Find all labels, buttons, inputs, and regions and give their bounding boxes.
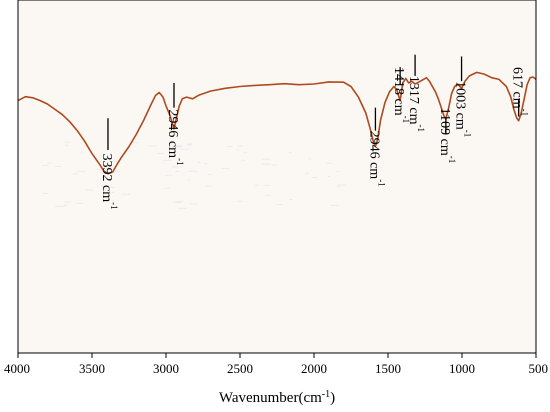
speckle [238, 200, 242, 202]
x-axis-ticks: 4000 3500 3000 2500 2000 1500 1000 500 [4, 353, 548, 376]
plot-frame [17, 0, 537, 354]
x-tick-label: 2500 [227, 361, 253, 376]
speckle [265, 194, 272, 196]
speckle [111, 192, 115, 193]
peak-label: 1317 cm-1 [406, 76, 425, 132]
speckle [81, 151, 83, 153]
speckle [110, 187, 114, 188]
speckle [261, 158, 271, 160]
speckle [173, 201, 181, 203]
speckle [63, 204, 68, 206]
speckle [243, 151, 247, 153]
x-tick-label: 3500 [79, 361, 105, 376]
speckle [172, 146, 183, 148]
x-tick-label: 1500 [375, 361, 401, 376]
speckle [308, 158, 312, 160]
speckle [206, 185, 212, 187]
speckle [76, 171, 86, 173]
x-tick-label: 2000 [301, 361, 327, 376]
x-axis-title: Wavenumber(cm-1) [219, 389, 335, 407]
speckle [72, 173, 78, 175]
speckle [188, 170, 198, 172]
background-speckle [42, 141, 346, 209]
speckle [163, 187, 171, 189]
speckle [241, 159, 245, 161]
speckle [264, 184, 271, 186]
speckle [188, 143, 193, 145]
speckle [235, 149, 240, 151]
x-tick-label: 3000 [153, 361, 179, 376]
peak-label: 1003 cm-1 [453, 81, 472, 137]
speckle [86, 189, 94, 191]
speckle [220, 168, 229, 170]
speckle [255, 184, 260, 186]
speckle [47, 162, 53, 164]
speckle [109, 160, 118, 162]
x-tick-label: 4000 [4, 361, 30, 376]
speckle [175, 146, 178, 148]
peak-label: 2946 cm-1 [367, 131, 386, 187]
speckle [326, 162, 333, 164]
peak-label: 2946 cm-1 [165, 109, 184, 165]
speckle [186, 144, 192, 146]
speckle [289, 151, 292, 153]
speckle [198, 162, 201, 163]
speckle [330, 204, 340, 206]
speckle [121, 193, 130, 195]
speckle [63, 201, 71, 203]
speckle [289, 199, 293, 200]
speckle [261, 163, 272, 165]
speckle [337, 184, 346, 186]
spectrum-line [17, 71, 537, 175]
x-tick-label: 500 [529, 361, 549, 376]
speckle [337, 186, 341, 188]
speckle [96, 169, 104, 171]
speckle [55, 205, 65, 207]
speckle [64, 141, 71, 143]
speckle [147, 145, 157, 147]
speckle [42, 192, 49, 194]
speckle [76, 202, 84, 204]
speckle [131, 142, 138, 144]
speckle [113, 171, 120, 172]
speckle [42, 165, 49, 167]
speckle [276, 204, 283, 205]
speckle [64, 144, 69, 146]
speckle [335, 171, 340, 173]
speckle [187, 179, 190, 181]
speckle [176, 201, 184, 203]
peak-annotations: 3392 cm-1 2946 cm-1 2946 cm-1 1418 cm-11317… [99, 54, 529, 210]
speckle [177, 207, 187, 209]
peak-label: 1109 cm-1 [437, 108, 456, 164]
speckle [227, 146, 233, 147]
plot-background [18, 0, 536, 353]
peak-label: 3392 cm-1 [99, 154, 118, 210]
speckle [156, 152, 164, 154]
speckle [208, 174, 212, 176]
speckle [327, 176, 331, 177]
speckle [311, 177, 318, 178]
speckle [163, 159, 172, 161]
speckle [175, 170, 180, 172]
speckle [164, 174, 173, 176]
speckle [104, 167, 112, 169]
speckle [189, 203, 198, 205]
speckle [237, 145, 244, 147]
speckle [180, 148, 189, 150]
x-tick-label: 1000 [449, 361, 475, 376]
peak-label: 617 cm-1 [510, 67, 529, 116]
speckle [271, 164, 277, 166]
speckle [172, 145, 182, 147]
speckle [55, 165, 62, 167]
peak-label: 1418 cm-1 [391, 67, 410, 123]
speckle [171, 166, 179, 168]
speckle [305, 172, 310, 174]
speckle [204, 163, 208, 165]
